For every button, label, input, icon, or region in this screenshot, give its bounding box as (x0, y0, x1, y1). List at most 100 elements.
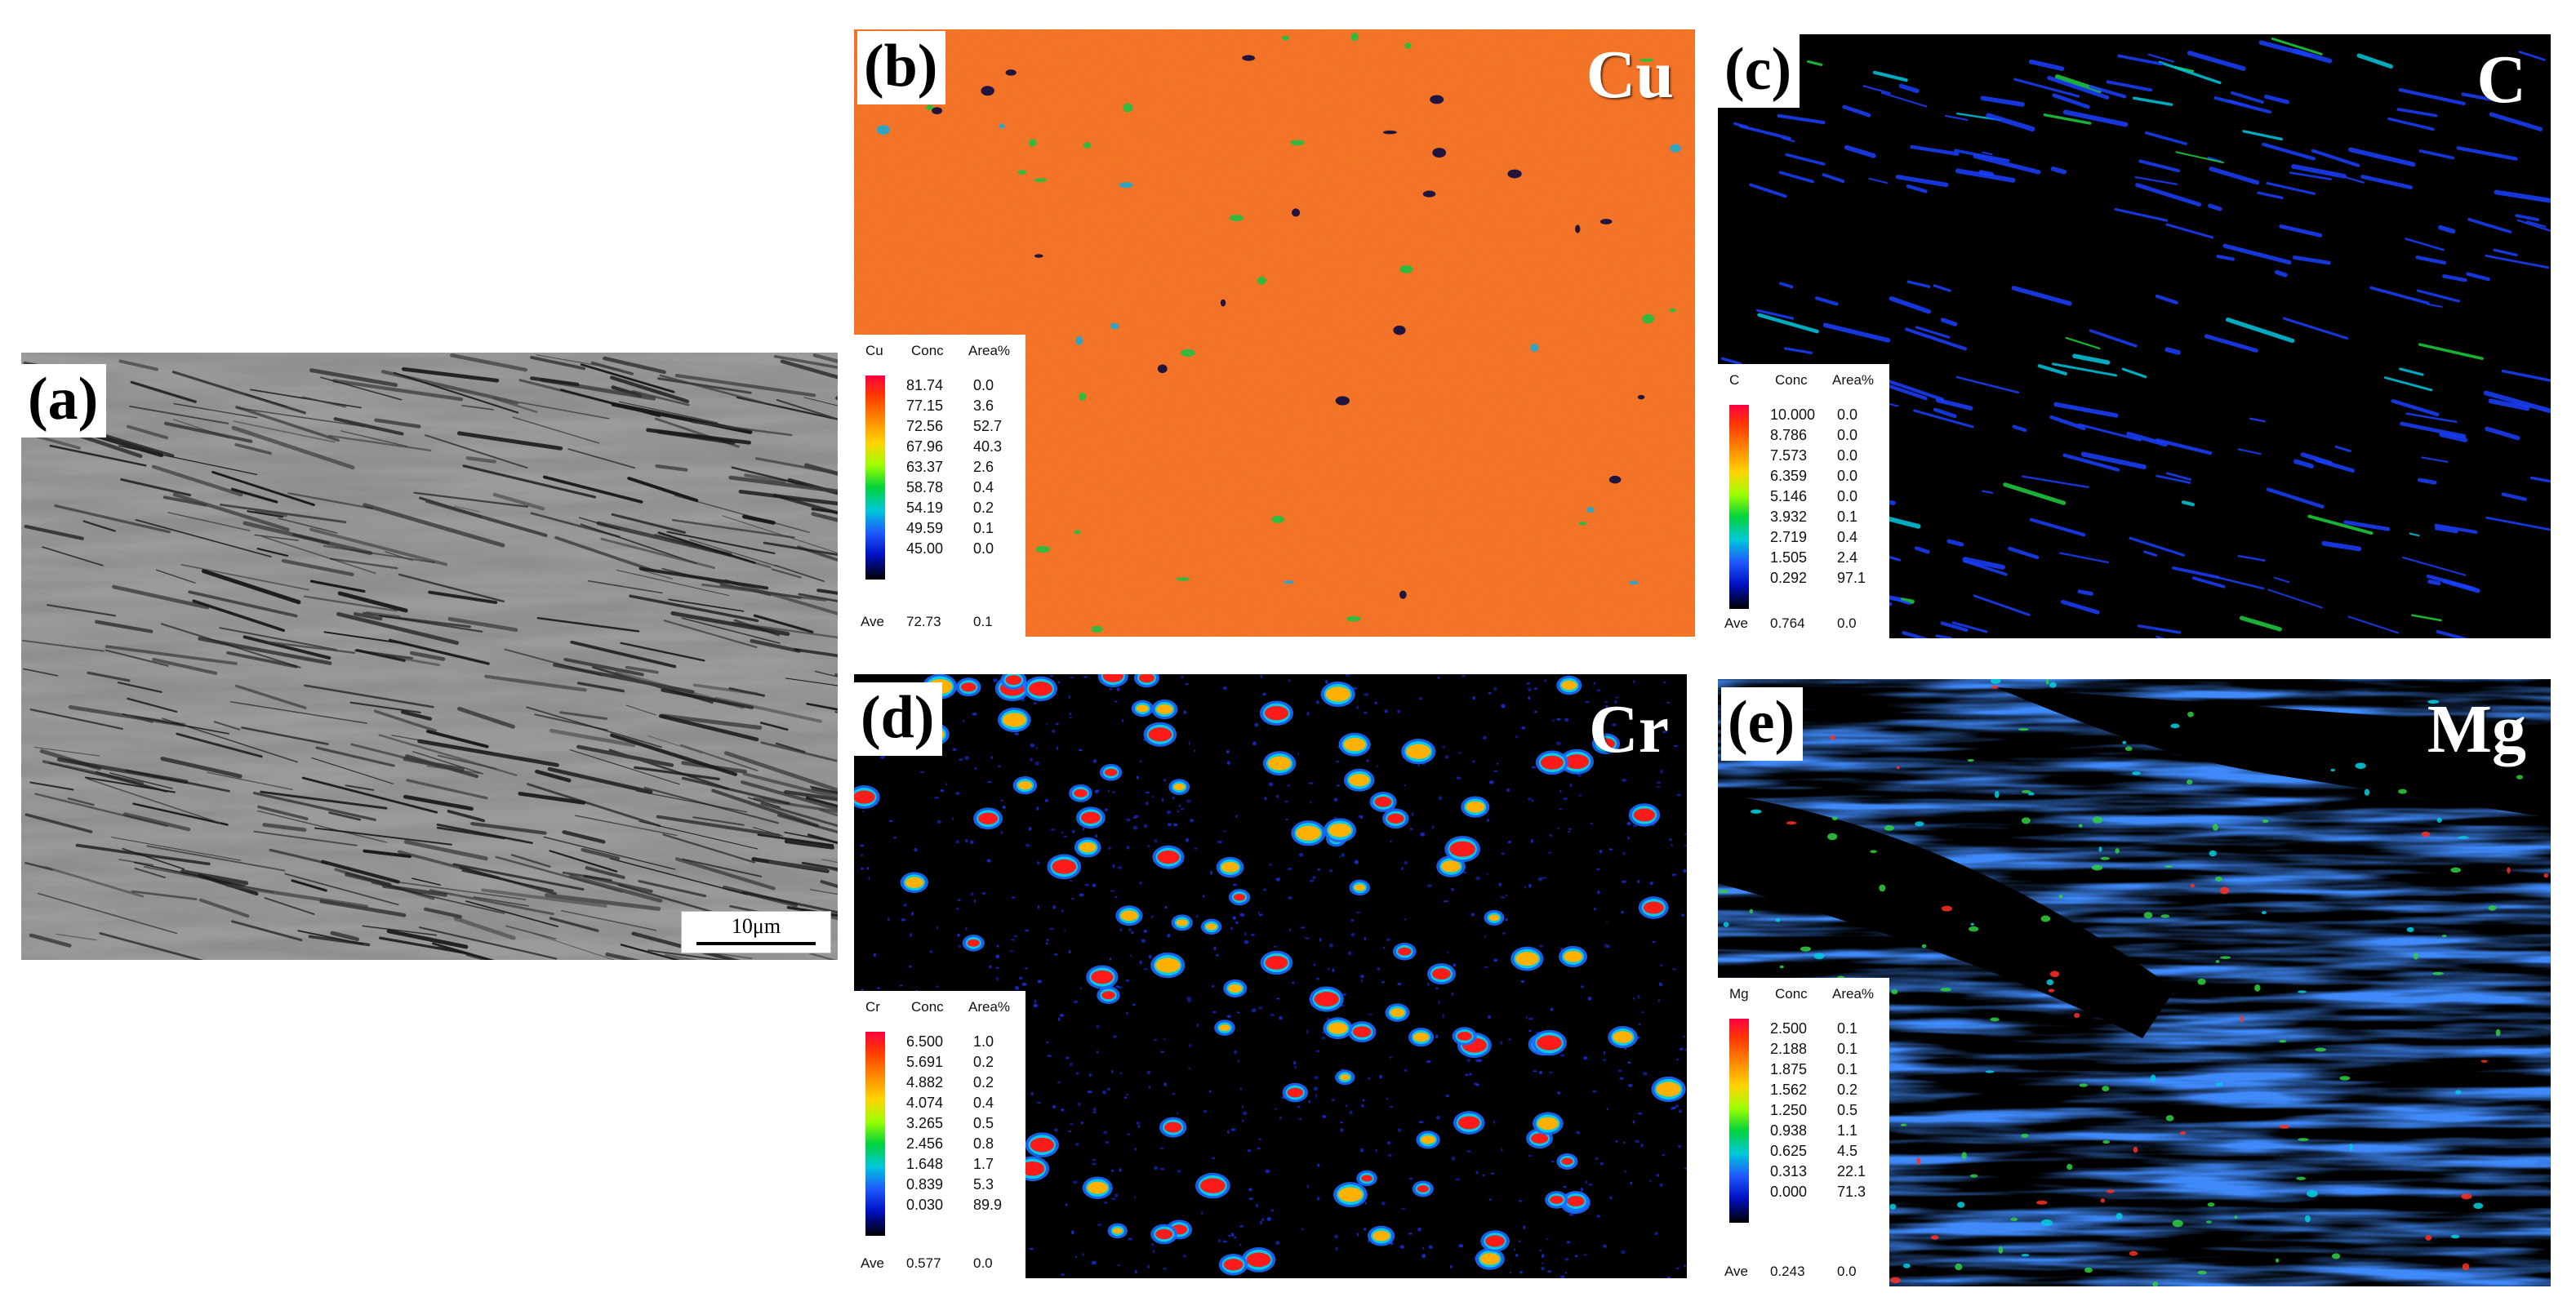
c-carbon-streak (2436, 629, 2469, 638)
sem-lamella (452, 863, 585, 891)
cr-speckle-dot (1116, 686, 1120, 691)
sem-lamella (674, 857, 776, 891)
cu-pore-spot (1242, 55, 1256, 61)
cr-speckle-dot (1417, 1227, 1421, 1232)
cr-speckle-dot (1317, 868, 1321, 871)
mg-hotspot (2480, 1059, 2488, 1063)
sem-lamella (44, 865, 145, 898)
cr-speckle-dot (1241, 1104, 1244, 1108)
sem-lamella (620, 642, 705, 662)
legend-conc-value: 54.19 (906, 500, 944, 516)
cr-particle-core (1028, 682, 1053, 696)
cr-speckle-dot (1284, 800, 1288, 803)
cr-speckle-dot (1578, 793, 1582, 797)
sem-lamella (261, 535, 376, 575)
sem-lamella (233, 420, 336, 443)
c-carbon-streak (2037, 364, 2067, 375)
cr-speckle-dot (1119, 986, 1123, 989)
cr-speckle-dot (1115, 985, 1120, 988)
cr-particle-core (1205, 923, 1217, 931)
sem-lamella (535, 769, 572, 783)
sem-lamella (465, 456, 497, 464)
cr-particle-core (1156, 704, 1173, 715)
mg-hotspot (1956, 1202, 1965, 1208)
legend-area-value: 0.0 (973, 540, 994, 557)
sem-lamella (403, 794, 474, 811)
cr-speckle-dot (1257, 1147, 1261, 1150)
sem-lamella (29, 709, 123, 731)
legend-conc-value: 1.562 (1770, 1082, 1808, 1098)
cr-speckle-dot (1656, 781, 1662, 784)
sem-lamella (354, 649, 414, 660)
c-carbon-streak (2456, 146, 2518, 161)
c-carbon-streak (2191, 576, 2226, 589)
cr-speckle-dot (1061, 909, 1064, 913)
cr-particle-core (1002, 713, 1026, 727)
cr-speckle-dot (1110, 1169, 1114, 1173)
sem-lamella (229, 701, 368, 724)
cr-speckle-dot (1533, 686, 1538, 691)
cr-speckle-dot (955, 840, 959, 844)
sem-lamella (775, 742, 806, 753)
sem-lamella (118, 445, 258, 475)
cr-speckle-dot (1636, 1036, 1640, 1039)
cr-speckle-dot (1364, 936, 1367, 941)
cr-speckle-dot (1657, 999, 1661, 1002)
cr-particle-core (1155, 957, 1181, 973)
c-carbon-streak (2242, 130, 2284, 141)
mg-hotspot (2298, 990, 2307, 993)
cr-speckle-dot (936, 926, 939, 930)
c-carbon-streak (1777, 113, 1826, 125)
cr-speckle-dot (1347, 951, 1352, 956)
c-carbon-streak (2216, 255, 2235, 261)
cr-speckle-dot (1030, 743, 1035, 748)
legend-conc-value: 45.00 (906, 540, 944, 557)
cr-speckle-dot (1442, 745, 1446, 749)
sem-lamella (811, 507, 838, 514)
cr-speckle-dot (1124, 1096, 1128, 1099)
legend-area-value: 0.0 (1837, 427, 1858, 443)
cu-pore-spot (1637, 394, 1645, 400)
sem-lamella (192, 599, 286, 633)
cr-speckle-dot (1658, 983, 1663, 987)
cr-speckle-dot (1194, 847, 1198, 850)
cr-speckle-dot (1599, 1162, 1604, 1166)
c-carbon-streak (1982, 490, 1994, 494)
legend-conc-value: 72.56 (906, 418, 944, 434)
cr-speckle-dot (1490, 1172, 1495, 1175)
cr-speckle-dot (1515, 735, 1519, 738)
c-carbon-streak (2348, 147, 2416, 167)
mg-hotspot (2040, 915, 2051, 922)
cr-speckle-dot (1234, 1050, 1238, 1055)
legend-ave-label: Ave (861, 614, 884, 629)
c-carbon-streak (2204, 334, 2258, 353)
cr-speckle-dot (1010, 939, 1016, 941)
cr-speckle-dot (1449, 1264, 1453, 1268)
c-carbon-streak (2411, 614, 2442, 622)
cu-pore-spot (876, 125, 890, 135)
c-carbon-streak (2106, 80, 2153, 92)
cr-particle-core (905, 877, 923, 888)
cr-particle-core (1567, 1196, 1585, 1206)
c-carbon-streak (2383, 376, 2433, 392)
cr-speckle-dot (1073, 1000, 1079, 1004)
sem-lamella (470, 821, 547, 835)
legend-area-value: 0.5 (1837, 1102, 1858, 1118)
mg-hotspot (2115, 848, 2120, 854)
sem-lamella (647, 735, 703, 754)
cr-speckle-dot (1046, 722, 1048, 726)
scale-bar-line (696, 942, 816, 945)
cr-speckle-dot (1593, 682, 1595, 685)
cr-speckle-dot (1538, 944, 1544, 948)
cr-speckle-dot (1445, 755, 1448, 759)
sem-lamella (180, 869, 249, 886)
cr-speckle-dot (1501, 1148, 1503, 1152)
cr-speckle-dot (1338, 855, 1342, 858)
c-carbon-streak (2344, 176, 2365, 184)
mg-hotspot (1900, 1123, 1907, 1126)
cr-speckle-dot (1421, 1246, 1425, 1250)
mg-hotspot (2207, 1202, 2215, 1207)
cr-speckle-dot (1526, 682, 1531, 686)
cr-speckle-dot (1528, 883, 1532, 888)
sem-lamella (172, 492, 290, 532)
